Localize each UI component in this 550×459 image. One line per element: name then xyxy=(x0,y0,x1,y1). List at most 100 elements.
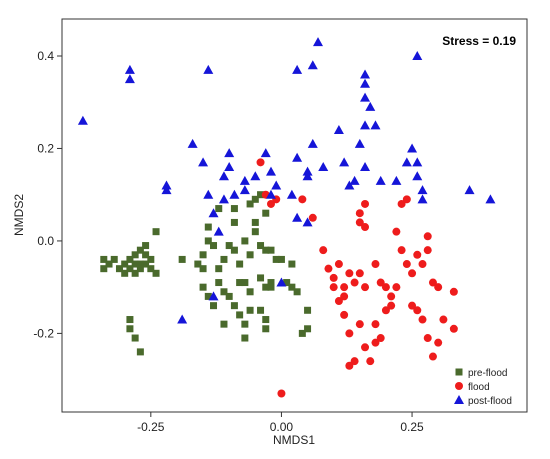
pre-flood-point xyxy=(126,325,134,333)
flood-point xyxy=(371,338,380,347)
flood-point xyxy=(361,223,370,232)
pre-flood-point xyxy=(121,269,129,277)
post-flood-point xyxy=(124,74,135,84)
flood-point xyxy=(381,283,390,292)
x-axis-title: NMDS1 xyxy=(273,433,315,447)
flood-point xyxy=(340,310,349,319)
pre-flood-point xyxy=(126,316,134,324)
flood-point xyxy=(329,273,338,282)
pre-flood-point xyxy=(147,255,155,263)
flood-point xyxy=(308,213,317,222)
flood-point xyxy=(418,315,427,324)
pre-flood-point xyxy=(215,279,223,287)
post-flood-point xyxy=(265,189,276,199)
pre-flood-point xyxy=(131,269,139,277)
post-flood-point xyxy=(344,180,355,190)
legend: pre-flood flood post-flood xyxy=(454,368,512,407)
flood-point xyxy=(434,283,443,292)
post-flood-point xyxy=(203,189,214,199)
pre-flood-point xyxy=(210,242,218,250)
pre-flood-point xyxy=(288,283,296,291)
pre-flood-point xyxy=(100,265,108,273)
flood-point xyxy=(402,260,411,269)
pre-flood-point xyxy=(199,251,207,259)
pre-flood-point xyxy=(142,260,150,268)
post-flood-point xyxy=(265,166,276,176)
post-flood-point xyxy=(375,175,386,185)
post-flood-point xyxy=(161,180,172,190)
pre-flood-point xyxy=(241,279,249,287)
x-axis: -0.25 0.00 0.25 xyxy=(137,412,424,434)
pre-flood-point xyxy=(246,288,254,296)
flood-point xyxy=(428,352,437,361)
pre-flood-point xyxy=(131,251,139,259)
post-flood-point xyxy=(208,208,219,218)
post-flood-point xyxy=(412,157,423,167)
legend-label-post-flood: post-flood xyxy=(468,396,512,407)
pre-flood-point xyxy=(230,205,238,213)
flood-point xyxy=(423,334,432,343)
pre-flood-point xyxy=(142,251,150,259)
post-flood-point xyxy=(198,157,209,167)
flood-point xyxy=(387,301,396,310)
post-flood-point xyxy=(161,185,172,195)
flood-point xyxy=(298,195,307,204)
pre-flood-point xyxy=(262,325,270,333)
post-flood-point xyxy=(412,50,423,60)
pre-flood-point xyxy=(236,311,244,319)
flood-point xyxy=(340,292,349,301)
flood-point xyxy=(350,357,359,366)
y-tick-label: 0.2 xyxy=(37,141,54,155)
post-flood-point xyxy=(177,314,188,324)
flood-point xyxy=(428,278,437,287)
post-flood-point xyxy=(250,171,261,181)
pre-flood-point xyxy=(220,288,228,296)
post-flood-point xyxy=(302,171,313,181)
post-flood-point xyxy=(224,161,235,171)
pre-flood-point xyxy=(204,292,212,300)
legend-marker-post-flood xyxy=(454,395,464,404)
series-post-flood xyxy=(77,37,496,324)
pre-flood-point xyxy=(267,246,275,254)
flood-point xyxy=(381,306,390,315)
pre-flood-point xyxy=(257,306,265,314)
flood-point xyxy=(376,278,385,287)
flood-point xyxy=(361,283,370,292)
pre-flood-point xyxy=(230,302,238,310)
flood-point xyxy=(387,292,396,301)
y-axis: -0.2 0.0 0.2 0.4 xyxy=(33,49,62,340)
pre-flood-point xyxy=(225,242,233,250)
pre-flood-point xyxy=(288,260,296,268)
post-flood-point xyxy=(292,64,303,74)
flood-point xyxy=(355,218,364,227)
flood-point xyxy=(392,227,401,236)
post-flood-point xyxy=(412,171,423,181)
pre-flood-point xyxy=(142,242,150,250)
pre-flood-point xyxy=(298,329,306,337)
y-tick-label: -0.2 xyxy=(33,326,54,340)
post-flood-point xyxy=(302,217,313,227)
pre-flood-point xyxy=(251,195,259,203)
flood-point xyxy=(423,246,432,255)
flood-point xyxy=(449,324,458,333)
post-flood-point xyxy=(417,194,428,204)
flood-point xyxy=(355,269,364,278)
pre-flood-point xyxy=(136,265,144,273)
pre-flood-point xyxy=(304,325,312,333)
flood-point xyxy=(319,246,328,255)
pre-flood-point xyxy=(131,334,139,342)
pre-flood-point xyxy=(304,306,312,314)
pre-flood-point xyxy=(246,251,254,259)
post-flood-point xyxy=(213,226,224,236)
flood-point xyxy=(397,199,406,208)
flood-point xyxy=(413,250,422,259)
flood-point xyxy=(408,269,417,278)
pre-flood-point xyxy=(230,218,238,226)
pre-flood-point xyxy=(272,255,280,263)
post-flood-point xyxy=(360,92,371,102)
plot-frame xyxy=(61,18,528,413)
flood-point xyxy=(345,361,354,370)
pre-flood-point xyxy=(251,228,259,236)
post-flood-point xyxy=(365,101,376,111)
flood-point xyxy=(329,283,338,292)
